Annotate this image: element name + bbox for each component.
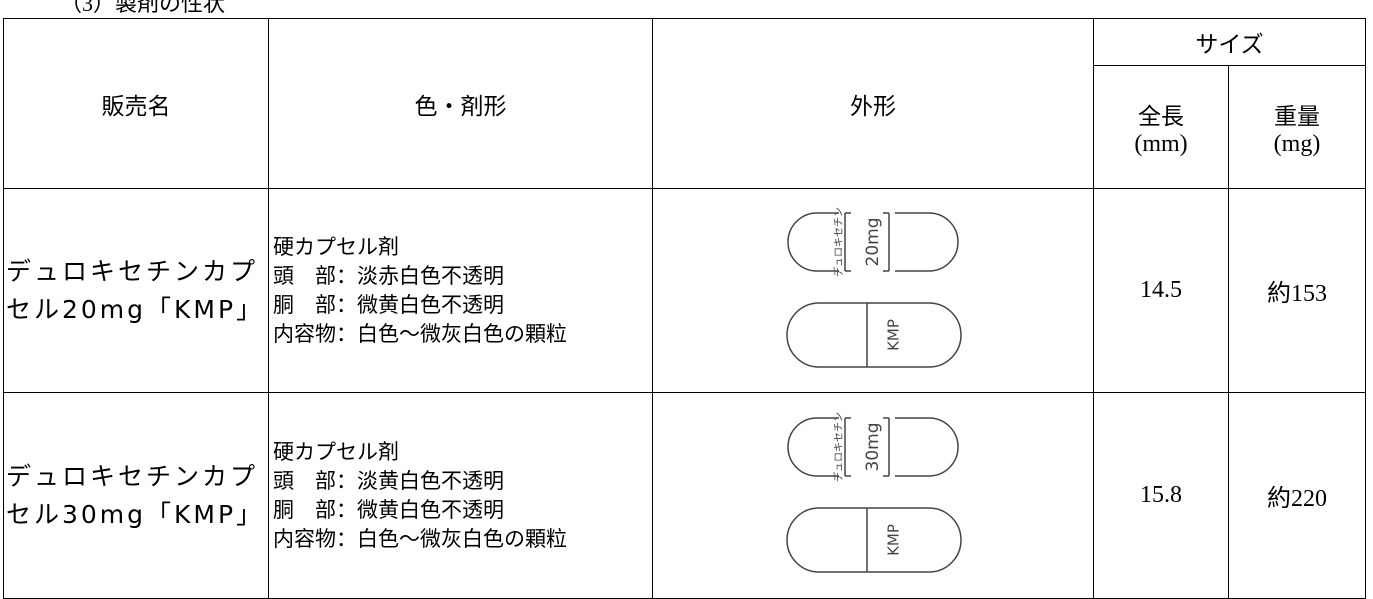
header-cell: 外形	[652, 18, 1094, 189]
header-unit: (mg)	[1273, 130, 1321, 157]
imprint-text: KMP	[885, 319, 903, 351]
form-cell: 硬カプセル剤頭 部：淡黄白色不透明胴 部：微黄白色不透明内容物：白色～微灰白色の…	[268, 392, 653, 599]
form-line: 胴 部：微黄白色不透明	[273, 497, 504, 522]
name-line: デュロキセチンカプ	[6, 256, 259, 286]
form-cell: 硬カプセル剤頭 部：淡赤白色不透明胴 部：微黄白色不透明内容物：白色～微灰白色の…	[268, 188, 653, 393]
length-cell: 14.5	[1093, 188, 1229, 393]
header-text: 重量	[1274, 103, 1320, 130]
heading: （3）製剤の性状	[60, 0, 226, 16]
length-cell: 15.8	[1093, 392, 1229, 599]
capsule-outline	[787, 416, 839, 477]
header-unit: (mm)	[1134, 130, 1188, 157]
capsule-outline	[883, 211, 890, 272]
name-line: セル20mg「KMP」	[6, 294, 265, 324]
weight-cell: 約153	[1228, 188, 1366, 393]
weight-cell: 約220	[1228, 392, 1366, 599]
form-line: 内容物：白色～微灰白色の顆粒	[273, 321, 567, 346]
header-text: 全長	[1138, 103, 1184, 130]
header-row: 販売名 色・剤形 外形 サイズ	[3, 18, 1366, 189]
form-line: 胴 部：微黄白色不透明	[273, 292, 504, 317]
imprint-text: 20mg	[863, 217, 883, 266]
capsule-outline	[883, 416, 890, 477]
shape-cell: デュロキセチン 30mg KMP	[652, 392, 1094, 599]
properties-table: 販売名 色・剤形 外形 サイズ 全長 (mm) 重量 (mg) デュロキセチンカプセ…	[3, 18, 1366, 599]
header-cell: サイズ	[1093, 18, 1366, 66]
capsule-drawing: デュロキセチン 30mg KMP	[786, 412, 962, 573]
capsule-outline	[844, 211, 851, 272]
header-cell: 色・剤形	[268, 18, 653, 189]
form-line: 硬カプセル剤	[273, 234, 399, 259]
capsule-outline	[895, 416, 959, 477]
form-line: 頭 部：淡黄白色不透明	[273, 468, 504, 493]
name-cell: デュロキセチンカプ セル20mg「KMP」	[3, 188, 269, 393]
capsule-outline	[844, 416, 851, 477]
form-line: 内容物：白色～微灰白色の顆粒	[273, 526, 567, 551]
capsule-drawing: デュロキセチン 20mg KMP	[786, 207, 962, 368]
shape-cell: デュロキセチン 20mg KMP	[652, 188, 1094, 393]
capsule-outline	[786, 506, 962, 573]
capsule-outline	[895, 211, 959, 272]
capsule-outline	[786, 301, 962, 368]
form-line: 硬カプセル剤	[273, 439, 399, 464]
table-body: 販売名 色・剤形 外形 サイズ 全長 (mm) 重量 (mg) デュロキセチンカプセ…	[3, 18, 1366, 599]
name-line: デュロキセチンカプ	[6, 461, 259, 491]
imprint-text: デュロキセチン	[832, 207, 845, 277]
name-cell: デュロキセチンカプ セル30mg「KMP」	[3, 392, 269, 599]
data-row: デュロキセチンカプ セル20mg「KMP」 硬カプセル剤頭 部：淡赤白色不透明胴 部…	[3, 188, 1366, 393]
imprint-text: デュロキセチン	[832, 412, 845, 482]
name-line: セル30mg「KMP」	[6, 499, 265, 529]
header-cell: 販売名	[3, 18, 269, 189]
data-row: デュロキセチンカプ セル30mg「KMP」 硬カプセル剤頭 部：淡黄白色不透明胴 部…	[3, 392, 1366, 599]
header-cell: 重量 (mg)	[1228, 65, 1366, 189]
imprint-text: 30mg	[863, 422, 883, 471]
form-line: 頭 部：淡赤白色不透明	[273, 263, 504, 288]
capsule-outline	[787, 211, 839, 272]
header-cell: 全長 (mm)	[1093, 65, 1229, 189]
imprint-text: KMP	[885, 524, 903, 556]
